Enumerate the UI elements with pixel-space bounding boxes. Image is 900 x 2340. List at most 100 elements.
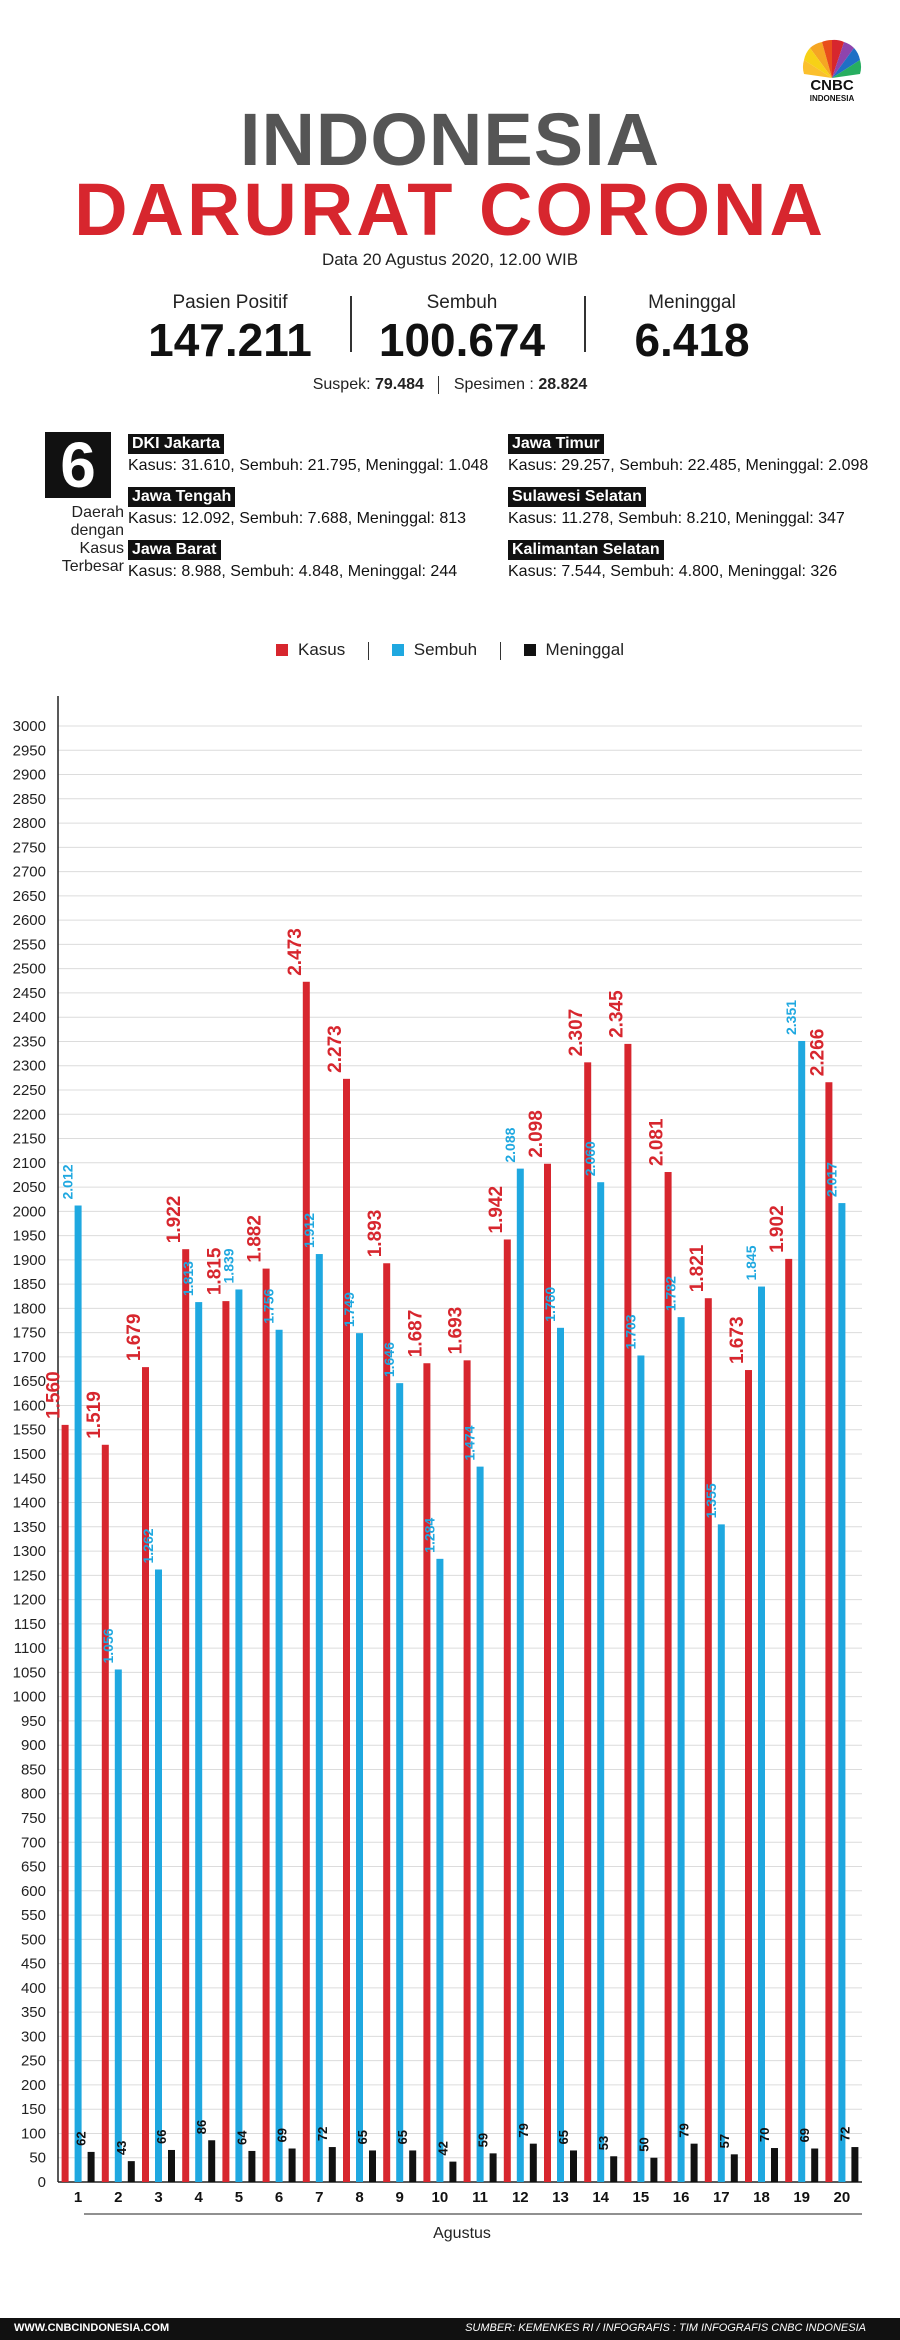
bar-sembuh bbox=[677, 1317, 685, 2182]
region-jabar: Jawa Barat Kasus: 8.988, Sembuh: 4.848, … bbox=[128, 540, 518, 581]
bar-meninggal bbox=[369, 2150, 376, 2182]
region-stats: Kasus: 29.257, Sembuh: 22.485, Meninggal… bbox=[508, 457, 869, 474]
y-tick-label: 2500 bbox=[13, 961, 46, 978]
bar-sembuh bbox=[195, 1302, 203, 2182]
data-label-sembuh: 1.813 bbox=[180, 1261, 196, 1296]
divider bbox=[368, 641, 369, 660]
y-tick-label: 1100 bbox=[14, 1640, 46, 1657]
bar-meninggal bbox=[610, 2156, 618, 2182]
y-tick-label: 1500 bbox=[13, 1446, 46, 1463]
y-tick-label: 150 bbox=[21, 2101, 46, 2118]
y-tick-label: 2250 bbox=[13, 1082, 46, 1099]
y-tick-label: 400 bbox=[21, 1980, 46, 1997]
data-label-kasus: 1.821 bbox=[687, 1244, 708, 1292]
y-tick-label: 350 bbox=[21, 2004, 46, 2021]
suspek-value: 79.484 bbox=[374, 376, 424, 394]
bar-kasus bbox=[101, 1444, 109, 2182]
region-name: Jawa Tengah bbox=[128, 487, 236, 507]
bar-kasus bbox=[61, 1424, 69, 2182]
bar-sembuh bbox=[114, 1669, 122, 2182]
data-label-sembuh: 1.646 bbox=[381, 1342, 397, 1377]
bar-sembuh bbox=[74, 1205, 82, 2182]
y-tick-label: 2450 bbox=[13, 985, 46, 1002]
x-tick-label: 14 bbox=[592, 2189, 609, 2206]
data-label-meninggal: 79 bbox=[516, 2123, 531, 2137]
y-tick-label: 900 bbox=[21, 1737, 46, 1754]
bar-sembuh bbox=[235, 1289, 243, 2182]
bar-kasus bbox=[262, 1268, 270, 2182]
x-tick-label: 16 bbox=[673, 2189, 690, 2206]
data-label-sembuh: 1.912 bbox=[301, 1213, 317, 1248]
bar-sembuh bbox=[838, 1203, 846, 2182]
legend-sembuh: Sembuh bbox=[391, 640, 478, 660]
data-label-meninggal: 69 bbox=[797, 2128, 812, 2142]
bar-meninggal bbox=[328, 2147, 336, 2182]
y-tick-label: 3000 bbox=[13, 718, 46, 735]
bar-kasus bbox=[664, 1172, 672, 2182]
bar-sembuh bbox=[155, 1569, 162, 2182]
y-tick-label: 1350 bbox=[13, 1519, 46, 1536]
data-label-kasus: 2.098 bbox=[526, 1110, 547, 1158]
y-tick-label: 1900 bbox=[13, 1252, 46, 1269]
data-label-kasus: 1.673 bbox=[727, 1316, 748, 1364]
y-tick-label: 2150 bbox=[13, 1131, 46, 1148]
bar-sembuh bbox=[396, 1383, 404, 2182]
y-tick-label: 750 bbox=[21, 1810, 46, 1827]
data-label-kasus: 2.081 bbox=[647, 1118, 668, 1166]
data-label-kasus: 1.922 bbox=[164, 1196, 185, 1244]
x-tick-label: 1 bbox=[74, 2189, 82, 2206]
data-label-kasus: 2.273 bbox=[325, 1025, 346, 1073]
y-tick-label: 450 bbox=[21, 1956, 46, 1973]
bar-meninggal bbox=[489, 2153, 497, 2182]
data-label-kasus: 1.679 bbox=[124, 1314, 145, 1362]
y-tick-label: 50 bbox=[29, 2150, 46, 2167]
bar-meninggal bbox=[409, 2150, 417, 2182]
y-tick-label: 250 bbox=[21, 2053, 46, 2070]
region-name: Jawa Barat bbox=[128, 540, 221, 560]
y-tick-label: 2600 bbox=[13, 912, 46, 929]
bar-sembuh bbox=[516, 1168, 524, 2182]
legend-swatch bbox=[276, 644, 289, 656]
x-tick-label: 10 bbox=[432, 2189, 449, 2206]
y-tick-label: 1400 bbox=[13, 1495, 46, 1512]
data-label-meninggal: 86 bbox=[194, 2120, 209, 2134]
spesimen-label: Spesimen : bbox=[453, 376, 534, 394]
y-tick-label: 2050 bbox=[13, 1179, 46, 1196]
legend-label: Sembuh bbox=[413, 640, 478, 659]
y-tick-label: 1000 bbox=[13, 1689, 46, 1706]
data-label-meninggal: 62 bbox=[74, 2131, 89, 2145]
y-tick-label: 2000 bbox=[13, 1203, 46, 1220]
top-count: 6 bbox=[45, 432, 111, 498]
x-tick-label: 17 bbox=[713, 2189, 730, 2206]
y-tick-label: 2400 bbox=[13, 1009, 46, 1026]
bar-sembuh bbox=[798, 1040, 806, 2182]
region-jateng: Jawa Tengah Kasus: 12.092, Sembuh: 7.688… bbox=[128, 487, 518, 528]
data-label-kasus: 1.893 bbox=[365, 1210, 386, 1258]
data-label-kasus: 1.560 bbox=[44, 1371, 65, 1419]
x-tick-label: 9 bbox=[396, 2189, 404, 2206]
data-label-meninggal: 42 bbox=[435, 2141, 450, 2155]
bar-meninggal bbox=[570, 2150, 577, 2182]
divider bbox=[584, 296, 586, 352]
divider bbox=[350, 296, 352, 352]
bar-kasus bbox=[785, 1258, 793, 2182]
data-label-sembuh: 1.262 bbox=[140, 1528, 156, 1563]
bar-kasus bbox=[745, 1370, 752, 2182]
data-label-meninggal: 72 bbox=[315, 2127, 330, 2141]
region-name: Kalimantan Selatan bbox=[508, 540, 664, 560]
chart-legend: Kasus Sembuh Meninggal bbox=[0, 640, 900, 660]
y-tick-label: 2100 bbox=[13, 1155, 46, 1172]
y-tick-label: 1550 bbox=[13, 1422, 46, 1439]
y-tick-label: 2800 bbox=[13, 815, 46, 832]
bar-meninggal bbox=[650, 2157, 658, 2182]
bar-kasus bbox=[624, 1043, 632, 2182]
y-tick-label: 2900 bbox=[13, 767, 46, 784]
y-tick-label: 1850 bbox=[13, 1276, 46, 1293]
title-line-2: DARURAT CORONA bbox=[74, 168, 826, 251]
y-tick-label: 1050 bbox=[13, 1664, 46, 1681]
y-tick-label: 600 bbox=[21, 1883, 46, 1900]
region-stats: Kasus: 8.988, Sembuh: 4.848, Meninggal: … bbox=[128, 563, 458, 580]
footer-source: SUMBER: KEMENKES RI / INFOGRAFIS : TIM I… bbox=[465, 2322, 866, 2334]
bar-meninggal bbox=[208, 2140, 216, 2182]
y-tick-label: 1250 bbox=[13, 1567, 46, 1584]
